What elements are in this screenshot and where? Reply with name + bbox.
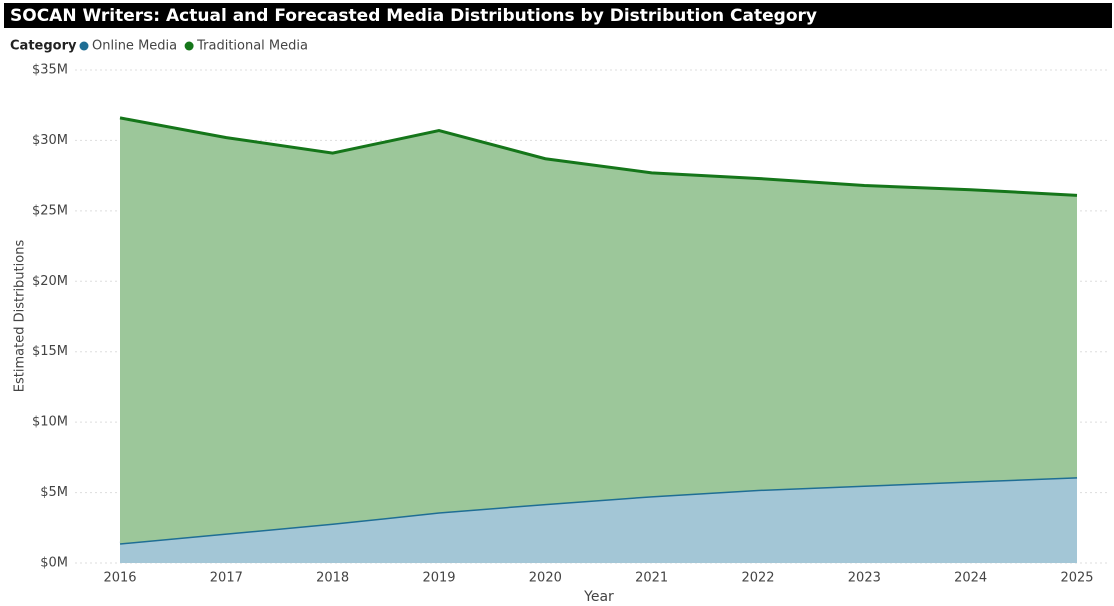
x-tick-label: 2024 xyxy=(954,571,987,586)
x-tick-label: 2025 xyxy=(1060,571,1093,586)
x-tick-label: 2019 xyxy=(422,571,455,586)
y-tick-label: $25M xyxy=(32,203,68,218)
x-tick-label: 2021 xyxy=(635,571,668,586)
x-tick-label: 2022 xyxy=(741,571,774,586)
legend-label: Traditional Media xyxy=(196,39,308,54)
y-tick-label: $0M xyxy=(40,556,68,571)
legend-label: Online Media xyxy=(92,39,177,54)
x-tick-label: 2020 xyxy=(529,571,562,586)
title-bar xyxy=(4,3,1112,28)
y-tick-label: $15M xyxy=(32,344,68,359)
legend-marker xyxy=(184,41,194,51)
x-axis-label: Year xyxy=(583,589,614,605)
area xyxy=(120,117,1077,544)
y-tick-label: $30M xyxy=(32,133,68,148)
y-tick-label: $10M xyxy=(32,415,68,430)
legend-marker xyxy=(79,41,89,51)
line xyxy=(119,116,1078,197)
legend-title: Category xyxy=(10,39,77,54)
x-tick-label: 2023 xyxy=(848,571,881,586)
area xyxy=(120,477,1077,563)
x-tick-label: 2017 xyxy=(210,571,243,586)
y-tick-label: $5M xyxy=(40,485,68,500)
y-tick-label: $20M xyxy=(32,274,68,289)
x-tick-label: 2018 xyxy=(316,571,349,586)
y-axis-label: Estimated Distributions xyxy=(13,240,28,393)
line xyxy=(119,475,1078,545)
y-tick-label: $35M xyxy=(32,63,68,78)
chart-title: SOCAN Writers: Actual and Forecasted Med… xyxy=(10,6,817,26)
x-tick-label: 2016 xyxy=(103,571,136,586)
